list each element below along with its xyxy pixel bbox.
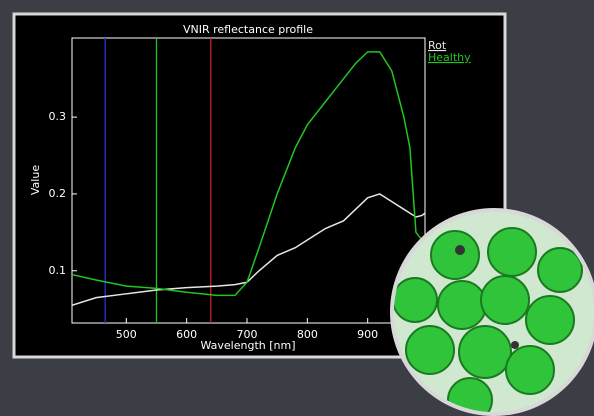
rot-spot: [455, 245, 465, 255]
plot-area: [71, 37, 426, 324]
berry: [458, 325, 512, 379]
x-axis-label: Wavelength [nm]: [200, 339, 295, 352]
y-tick-label: 0.2: [49, 187, 67, 200]
berry: [405, 325, 455, 375]
y-tick-label: 0.3: [49, 110, 67, 123]
y-tick-label: 0.1: [49, 264, 67, 277]
x-tick-label: 600: [176, 328, 197, 341]
berry: [537, 247, 583, 293]
x-tick-label: 700: [236, 328, 257, 341]
x-tick-label: 500: [116, 328, 137, 341]
plot-clip: [72, 38, 425, 323]
berry: [505, 345, 555, 395]
berry: [430, 230, 480, 280]
x-tick-label: 900: [357, 328, 378, 341]
x-tick-label: 800: [297, 328, 318, 341]
berry: [394, 277, 438, 323]
rot-spot: [511, 341, 519, 349]
series-line: [72, 193, 425, 307]
y-axis-label: Value: [29, 165, 42, 195]
berry: [487, 227, 537, 277]
legend-entry: Rot: [428, 39, 447, 52]
berry: [437, 280, 487, 330]
legend-entry: Healthy: [428, 51, 471, 64]
berry: [480, 275, 530, 325]
series-line: [72, 51, 425, 297]
berry: [525, 295, 575, 345]
photo: [390, 208, 594, 416]
chart-title: VNIR reflectance profile: [183, 23, 313, 36]
